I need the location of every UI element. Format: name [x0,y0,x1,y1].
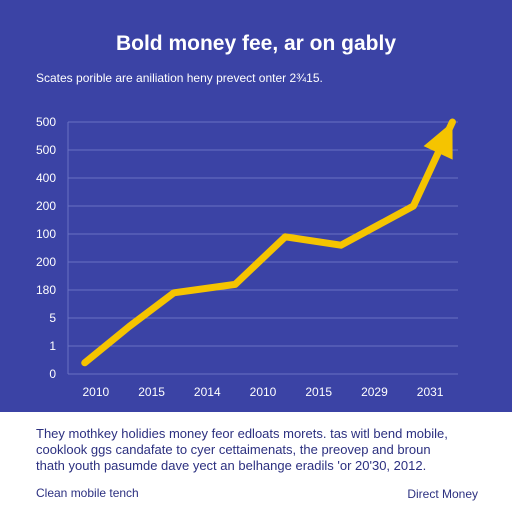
caption-line: thath youth pasumde dave yect an belhang… [36,458,427,473]
chart-subtitle: Scates porible are aniliation heny preve… [36,71,323,85]
footer-left-text: Clean mobile tench [36,486,139,500]
y-tick-label: 5 [49,311,56,325]
y-tick-label: 500 [36,143,56,157]
x-tick-label: 2015 [305,385,332,399]
x-tick-label: 2031 [417,385,444,399]
caption: They mothkey holidies money feor edloats… [36,426,486,474]
series-line [81,118,456,367]
data-point [284,236,286,238]
caption-line: They mothkey holidies money feor edloats… [36,426,448,441]
y-tick-label: 200 [36,255,56,269]
y-tick-label: 0 [49,367,56,381]
data-point [412,205,414,207]
line-chart: 500 500 400 200 100 200 180 5 1 0 2010 2015 2014 2010… [36,115,458,399]
y-tick-label: 500 [36,115,56,129]
data-point [340,244,342,246]
y-tick-label: 400 [36,171,56,185]
data-point [128,325,130,327]
x-tick-label: 2010 [83,385,110,399]
y-tick-label: 200 [36,199,56,213]
data-point [234,283,236,285]
data-point [173,292,175,294]
arrow-head [423,122,453,160]
y-tick-label: 100 [36,227,56,241]
x-tick-label: 2014 [194,385,221,399]
data-point [84,362,86,364]
x-tick-label: 2029 [361,385,388,399]
x-tick-label: 2015 [138,385,165,399]
x-tick-label: 2010 [250,385,277,399]
caption-line: cooklook ggs candafate to cyer cettaimen… [36,442,431,457]
y-tick-label: 180 [36,283,56,297]
chart-title: Bold money fee, ar on gably [115,32,397,55]
footer-right-text: Direct Money [407,487,478,501]
y-tick-label: 1 [49,339,56,353]
